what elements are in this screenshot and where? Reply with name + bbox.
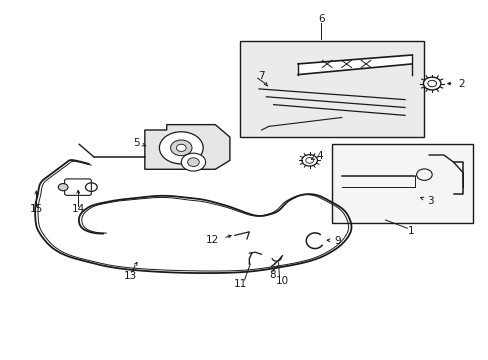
Text: 15: 15 (30, 204, 43, 214)
Circle shape (170, 140, 192, 156)
Circle shape (423, 77, 440, 90)
Text: 13: 13 (123, 271, 137, 281)
Text: 3: 3 (426, 197, 432, 206)
Text: 6: 6 (317, 14, 324, 24)
Text: 7: 7 (257, 71, 264, 81)
Bar (239, 41, 424, 137)
Text: 2: 2 (458, 79, 464, 89)
Circle shape (181, 153, 205, 171)
Circle shape (159, 132, 203, 164)
Text: 14: 14 (71, 204, 84, 214)
Text: 11: 11 (233, 279, 247, 289)
Bar (331, 144, 472, 223)
Text: 9: 9 (334, 236, 340, 246)
Text: 1: 1 (407, 226, 413, 236)
Circle shape (187, 158, 199, 166)
Text: 8: 8 (269, 270, 275, 280)
Circle shape (58, 184, 68, 191)
Text: 12: 12 (205, 235, 219, 245)
Text: 4: 4 (315, 151, 322, 161)
Text: 10: 10 (275, 276, 288, 286)
Polygon shape (144, 125, 229, 169)
FancyBboxPatch shape (64, 179, 91, 195)
Text: 5: 5 (133, 138, 140, 148)
Circle shape (176, 144, 186, 152)
Circle shape (301, 155, 317, 166)
